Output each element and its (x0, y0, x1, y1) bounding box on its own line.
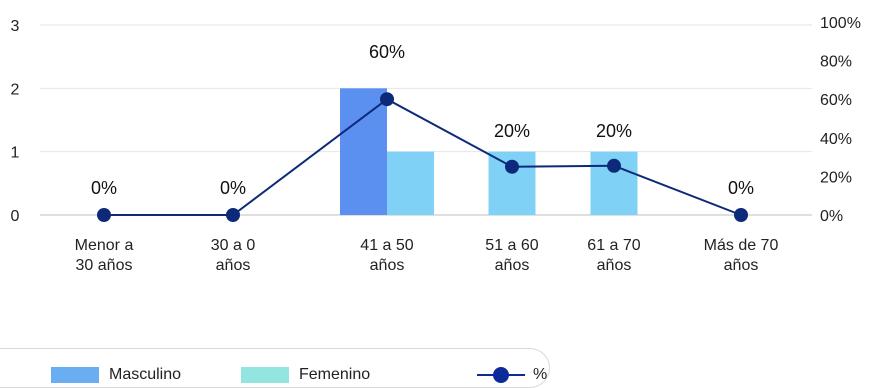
legend-item-femenino: Femenino (241, 365, 370, 385)
percent-point (380, 92, 394, 107)
percent-point (97, 208, 111, 222)
right-tick-label: 40% (820, 131, 852, 148)
legend-item-percent: % (477, 365, 547, 385)
legend-label-percent: % (533, 366, 548, 383)
category-label: 30 a 0 (211, 237, 256, 254)
right-tick-label: 0% (820, 208, 843, 225)
left-axis-ticks: 0 1 2 3 (11, 18, 20, 225)
chart-legend: Masculino Femenino % (0, 348, 550, 388)
category-label: Menor a (75, 237, 134, 254)
legend-item-masculino: Masculino (51, 365, 181, 385)
legend-swatch-masculino (51, 367, 99, 383)
category-axis-labels: Menor a 30 años 30 a 0 años 41 a 50 años 51 a … (75, 237, 779, 274)
category-label: años (597, 257, 632, 274)
category-label: 51 a 60 (485, 237, 538, 254)
percent-point (734, 208, 748, 222)
category-label: años (495, 257, 530, 274)
right-tick-label: 80% (820, 54, 852, 71)
bars (340, 88, 638, 215)
legend-swatch-femenino (241, 367, 289, 383)
bar-masculino (340, 88, 387, 215)
percent-data-label: 60% (369, 42, 405, 62)
percent-point (505, 159, 519, 174)
category-label: 30 años (76, 257, 133, 274)
right-tick-label: 60% (820, 92, 852, 109)
right-tick-label: 100% (820, 15, 861, 32)
left-tick-label: 3 (11, 18, 20, 35)
left-tick-label: 0 (11, 208, 20, 225)
percent-point (226, 208, 240, 222)
percent-line-series (97, 92, 748, 222)
category-label: años (724, 257, 759, 274)
category-label: 61 a 70 (587, 237, 640, 254)
category-label: años (370, 257, 405, 274)
category-label: Más de 70 (704, 237, 779, 254)
percent-point (607, 158, 621, 173)
legend-label-masculino: Masculino (109, 366, 182, 383)
legend-label-femenino: Femenino (299, 366, 371, 383)
category-label: años (216, 257, 251, 274)
category-label: 41 a 50 (360, 237, 413, 254)
bar-femenino (387, 151, 434, 215)
percent-data-label: 20% (596, 121, 632, 141)
percent-data-label: 0% (220, 178, 246, 198)
left-tick-label: 2 (11, 81, 20, 98)
right-axis-ticks: 0% 20% 40% 60% 80% 100% (820, 15, 861, 225)
percent-data-label: 20% (494, 121, 530, 141)
percent-data-label: 0% (91, 178, 117, 198)
percent-line (104, 98, 742, 216)
percent-data-label: 0% (728, 178, 754, 198)
legend-line-marker-icon (477, 367, 525, 383)
left-tick-label: 1 (11, 145, 20, 162)
right-tick-label: 20% (820, 169, 852, 186)
data-labels: 0% 0% 60% 20% 20% 0% (91, 42, 754, 198)
